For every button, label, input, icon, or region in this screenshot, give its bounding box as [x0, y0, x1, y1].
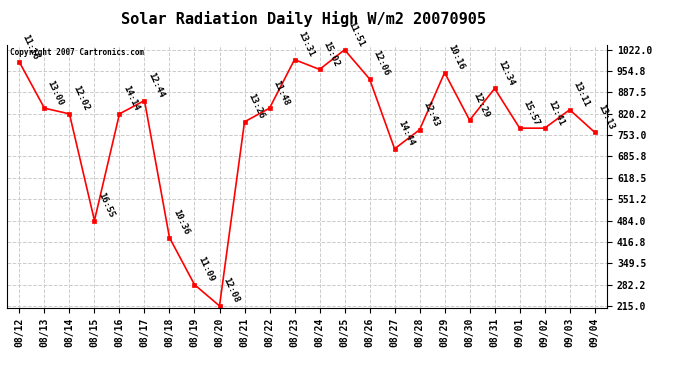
Text: 15:57: 15:57 — [521, 99, 540, 127]
Text: 11:16: 11:16 — [21, 33, 40, 61]
Text: 11:51: 11:51 — [346, 20, 366, 48]
Text: 12:29: 12:29 — [471, 91, 491, 119]
Text: 13:13: 13:13 — [596, 103, 615, 131]
Text: 13:26: 13:26 — [246, 92, 266, 120]
Text: 14:44: 14:44 — [396, 119, 415, 147]
Text: 12:43: 12:43 — [421, 100, 440, 128]
Text: Solar Radiation Daily High W/m2 20070905: Solar Radiation Daily High W/m2 20070905 — [121, 11, 486, 27]
Text: 12:34: 12:34 — [496, 59, 515, 87]
Text: 12:44: 12:44 — [146, 71, 166, 99]
Text: 12:41: 12:41 — [546, 99, 566, 127]
Text: 13:00: 13:00 — [46, 79, 66, 107]
Text: 14:14: 14:14 — [121, 84, 140, 112]
Text: 11:48: 11:48 — [271, 79, 290, 107]
Text: 16:55: 16:55 — [96, 191, 115, 219]
Text: 15:02: 15:02 — [321, 40, 340, 68]
Text: 12:08: 12:08 — [221, 276, 240, 304]
Text: 12:06: 12:06 — [371, 50, 391, 78]
Text: 10:36: 10:36 — [171, 208, 190, 236]
Text: 13:31: 13:31 — [296, 30, 315, 58]
Text: 12:02: 12:02 — [71, 84, 90, 112]
Text: 13:11: 13:11 — [571, 80, 591, 108]
Text: 10:16: 10:16 — [446, 43, 466, 71]
Text: Copyright 2007 Cartronics.com: Copyright 2007 Cartronics.com — [10, 48, 144, 57]
Text: 11:09: 11:09 — [196, 255, 215, 283]
